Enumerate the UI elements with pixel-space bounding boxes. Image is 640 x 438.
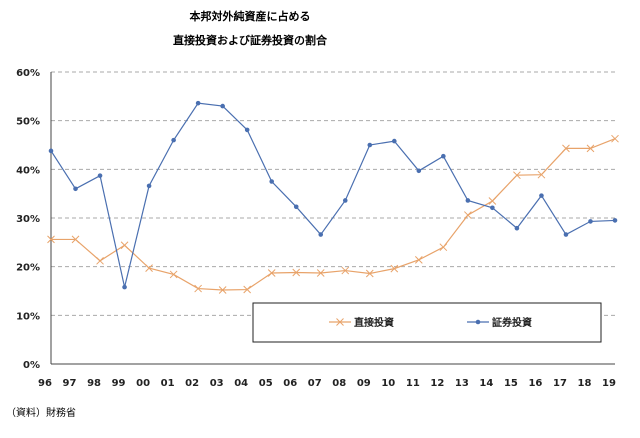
data-point-x — [611, 134, 619, 143]
x-tick-label: 15 — [504, 378, 518, 389]
data-point-dot — [146, 183, 152, 189]
data-point-x — [243, 285, 252, 294]
data-point-x — [390, 264, 399, 273]
data-point-x — [292, 268, 301, 277]
x-tick-label: 09 — [357, 378, 371, 389]
x-tick-label: 96 — [38, 378, 52, 389]
x-tick-label: 06 — [283, 378, 297, 389]
data-point-x — [169, 270, 178, 279]
y-tick-label: 30% — [16, 214, 40, 225]
series-line — [51, 138, 616, 291]
data-point-x — [488, 197, 497, 205]
data-point-dot — [73, 186, 78, 192]
data-point-x — [316, 269, 325, 277]
data-point-x — [439, 243, 448, 252]
source-note: （資料）財務省 — [6, 408, 76, 419]
x-tick-label: 14 — [479, 378, 493, 389]
chart-title-line-2: 直接投資および証券投資の割合 — [173, 34, 327, 47]
data-point-dot — [220, 103, 225, 109]
data-point-dot — [269, 179, 274, 184]
data-point-x — [96, 256, 104, 265]
x-tick-label: 05 — [259, 378, 273, 389]
x-tick-label: 07 — [308, 378, 322, 389]
data-point-dot — [342, 198, 348, 203]
series-line — [50, 102, 616, 288]
data-point-x — [365, 269, 374, 278]
legend: 直接投資 証券投資 — [252, 302, 602, 343]
data-point-x — [464, 211, 472, 219]
data-point-x — [513, 171, 521, 180]
data-point-x — [562, 144, 570, 153]
y-tick-label: 40% — [16, 165, 40, 176]
y-tick-label: 20% — [16, 263, 40, 274]
data-point-dot — [441, 153, 446, 159]
x-tick-label: 02 — [185, 378, 199, 389]
data-point-x — [71, 235, 80, 244]
x-tick-label: 01 — [161, 378, 175, 389]
data-point-dot — [318, 232, 324, 237]
data-point-dot — [416, 168, 422, 174]
data-point-x — [47, 235, 55, 244]
x-tick-label: 18 — [578, 378, 592, 389]
y-tick-label: 50% — [16, 117, 40, 128]
data-point-x — [341, 266, 350, 275]
x-tick-label: 97 — [63, 378, 77, 389]
x-tick-label: 04 — [234, 378, 248, 389]
data-point-dot — [195, 100, 201, 106]
data-point-x — [145, 264, 153, 272]
data-point-x — [414, 255, 423, 264]
data-point-dot — [612, 218, 618, 223]
x-tick-label: 03 — [210, 378, 224, 389]
x-tick-label: 00 — [136, 378, 150, 389]
data-point-dot — [392, 138, 397, 144]
data-point-x — [586, 144, 595, 153]
data-point-x — [194, 284, 202, 293]
series-portfolio-investment — [48, 100, 618, 290]
data-point-dot — [367, 142, 373, 148]
y-tick-label: 0% — [23, 360, 40, 371]
data-point-x — [267, 269, 276, 277]
chart-title-line-1: 本邦対外純資産に占める — [189, 10, 311, 23]
x-tick-label: 16 — [528, 378, 542, 389]
data-point-x — [537, 170, 546, 179]
x-tick-label: 10 — [381, 378, 395, 389]
x-tick-label: 13 — [455, 378, 469, 389]
legend-marker-x — [336, 318, 344, 326]
legend-label: 証券投資 — [492, 316, 532, 329]
x-tick-label: 08 — [332, 378, 346, 389]
x-tick-label: 17 — [553, 378, 567, 389]
data-point-dot — [465, 198, 471, 203]
data-point-dot — [244, 127, 250, 133]
data-point-dot — [588, 219, 593, 224]
y-tick-label: 10% — [16, 311, 40, 322]
data-point-dot — [514, 225, 520, 231]
legend-marker-dot — [475, 319, 481, 325]
legend-box — [252, 302, 602, 343]
data-point-dot — [122, 284, 127, 290]
x-tick-label: 98 — [87, 378, 101, 389]
legend-label: 直接投資 — [354, 316, 394, 329]
x-tick-label: 12 — [430, 378, 444, 389]
data-point-dot — [490, 205, 495, 211]
data-point-dot — [539, 193, 544, 198]
data-point-dot — [48, 148, 54, 154]
series-direct-investment — [47, 134, 619, 294]
data-point-x — [218, 286, 227, 294]
y-tick-label: 60% — [16, 68, 40, 79]
data-point-dot — [171, 137, 176, 143]
data-point-dot — [563, 232, 569, 237]
x-tick-label: 19 — [602, 378, 616, 389]
data-point-dot — [97, 173, 103, 178]
data-point-x — [120, 241, 129, 250]
data-point-dot — [293, 204, 299, 210]
x-tick-label: 99 — [112, 378, 126, 389]
x-tick-label: 11 — [406, 378, 420, 389]
